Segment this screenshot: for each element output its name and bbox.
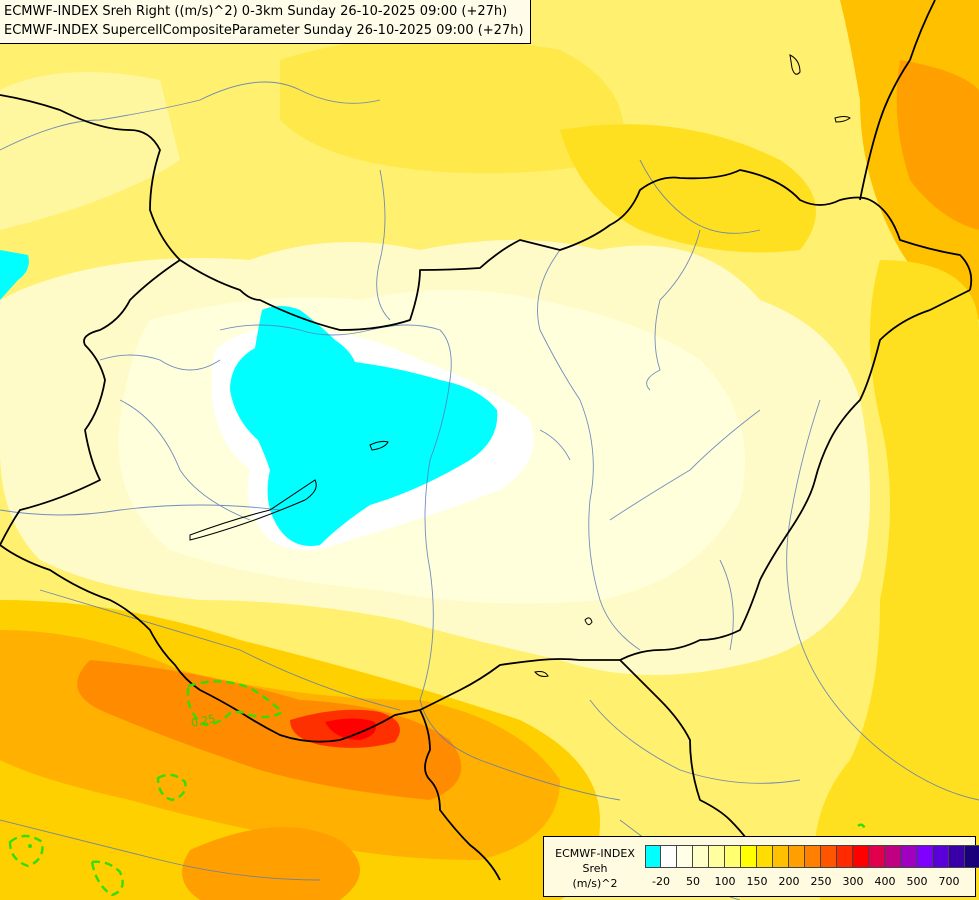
borders [0, 0, 973, 881]
legend-tick-label: 200 [778, 875, 800, 888]
legend-swatch [901, 846, 917, 867]
border-east [419, 289, 971, 711]
map-title-box: ECMWF-INDEX Sreh Right ((m/s)^2) 0-3km S… [0, 0, 531, 44]
legend-swatch [789, 846, 805, 867]
scp-contour-3 [8, 834, 44, 868]
lake-north2 [834, 116, 851, 123]
field-east-yellow [814, 260, 979, 900]
legend-swatch [677, 846, 693, 867]
field-red-center [325, 718, 376, 740]
legend-name-line-2: Sreh [582, 862, 608, 875]
legend-tick-label: 700 [938, 875, 960, 888]
border-sw [0, 544, 501, 881]
legend-swatch [965, 846, 979, 867]
lake-sw [584, 617, 593, 626]
color-legend: ECMWF-INDEX Sreh (m/s)^2 -20 50 100 150 200 2… [543, 836, 979, 897]
legend-swatch [693, 846, 709, 867]
legend-swatch [869, 846, 885, 867]
field-north-yellow [280, 37, 624, 174]
legend-color-bar [645, 845, 979, 868]
legend-swatch [837, 846, 853, 867]
field-ne-orange2 [896, 60, 979, 230]
legend-tick-label: -20 [652, 875, 670, 888]
map-title-line-1: ECMWF-INDEX Sreh Right ((m/s)^2) 0-3km S… [4, 4, 508, 19]
legend-tick-label: 500 [906, 875, 928, 888]
field-sw-orange3 [182, 827, 360, 900]
lake-s [534, 671, 549, 677]
lake-north1 [789, 54, 801, 75]
legend-swatch [645, 846, 661, 867]
legend-swatch [709, 846, 725, 867]
legend-swatch [725, 846, 741, 867]
legend-tick-label: 300 [842, 875, 864, 888]
scp-contours [8, 680, 868, 897]
legend-tick-label: 250 [810, 875, 832, 888]
scp-contour-4 [90, 860, 124, 897]
border-north [0, 94, 973, 331]
border-west [0, 259, 181, 546]
field-north-yellow2 [560, 124, 816, 253]
border-ne [859, 0, 936, 201]
legend-tick-label: 150 [746, 875, 768, 888]
legend-swatch [917, 846, 933, 867]
field-cyan-west [0, 250, 29, 300]
lake-balaton [189, 479, 317, 541]
legend-name-line-3: (m/s)^2 [572, 877, 618, 890]
legend-swatch [821, 846, 837, 867]
field-light-west [0, 72, 180, 230]
legend-tick-label: 50 [686, 875, 700, 888]
scp-contour-5 [857, 823, 868, 831]
legend-swatch [805, 846, 821, 867]
field-cyan [230, 306, 498, 546]
legend-swatch [853, 846, 869, 867]
legend-name-line-1: ECMWF-INDEX [555, 847, 635, 860]
scp-contour-2 [156, 773, 187, 802]
lake-small [369, 440, 389, 451]
border-south-east [619, 659, 761, 861]
scp-point [28, 844, 32, 848]
scp-contour-label: 0.25 [190, 712, 217, 730]
map-title-line-2: ECMWF-INDEX SupercellCompositeParameter … [4, 23, 524, 38]
legend-tick-label: 100 [714, 875, 736, 888]
legend-swatch [741, 846, 757, 867]
legend-labels: ECMWF-INDEX Sreh (m/s)^2 [548, 846, 642, 891]
scp-contour-main [186, 680, 284, 727]
legend-swatch [661, 846, 677, 867]
legend-swatch [757, 846, 773, 867]
legend-swatch [949, 846, 965, 867]
legend-tick-label: 400 [874, 875, 896, 888]
legend-swatch [885, 846, 901, 867]
legend-swatch [933, 846, 949, 867]
legend-swatch [773, 846, 789, 867]
